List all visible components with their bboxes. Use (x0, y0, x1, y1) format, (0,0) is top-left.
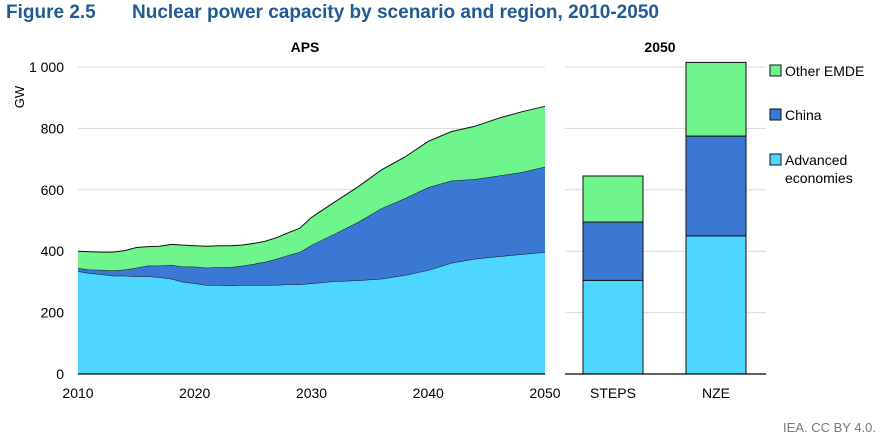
bar-nze-advanced-economies (685, 235, 747, 375)
panel-title-2050: 2050 (644, 39, 675, 55)
y-axis-label: GW (12, 85, 27, 108)
credit-note: IEA. CC BY 4.0. (783, 420, 876, 435)
bar-steps-china (582, 221, 644, 281)
bar-steps-advanced-economies (582, 279, 644, 375)
legend-label-advanced-economies-line2: economies (785, 170, 853, 186)
ytick-label-400: 400 (41, 243, 65, 259)
xtick-label-steps: STEPS (590, 385, 636, 401)
xtick-label-2050: 2050 (529, 385, 560, 401)
xtick-label-nze: NZE (702, 385, 730, 401)
area-edge-other-emde (77, 105, 546, 253)
area-other-emde (78, 106, 545, 271)
legend-swatch-advanced-economies (769, 153, 782, 166)
ytick-label-0: 0 (56, 366, 64, 382)
xtick-label-2010: 2010 (62, 385, 93, 401)
figure-title: Figure 2.5 Nuclear power capacity by scen… (6, 2, 659, 24)
xtick-label-2030: 2030 (296, 385, 327, 401)
figure-number: Figure 2.5 (6, 2, 96, 23)
ytick-label-600: 600 (41, 182, 65, 198)
ytick-label-200: 200 (41, 305, 65, 321)
legend-swatch-other-emde (769, 64, 782, 77)
legend-label-china: China (785, 107, 822, 123)
area-china (78, 166, 545, 286)
aps-area-plot (77, 105, 546, 374)
legend-label-other-emde: Other EMDE (785, 63, 864, 79)
xtick-label-2020: 2020 (179, 385, 210, 401)
axes: STEPS NZE 0 200 400 600 800 1 000 2010 2020 2030 20… (12, 39, 766, 401)
bar-nze-other-emde (685, 61, 747, 137)
bar-plot-2050 (582, 61, 747, 375)
legend: Other EMDE China Advanced economies (769, 63, 864, 186)
figure-title-text: Nuclear power capacity by scenario and r… (132, 2, 659, 23)
legend-label-advanced-economies: Advanced (785, 152, 847, 168)
bar-steps-other-emde (582, 175, 644, 223)
ytick-label-1000: 1 000 (29, 59, 64, 75)
ytick-label-800: 800 (41, 120, 65, 136)
area-advanced-economies (78, 252, 545, 374)
legend-swatch-china (769, 108, 782, 121)
panel-title-aps: APS (291, 39, 320, 55)
bar-nze-china (685, 135, 747, 237)
xtick-label-2040: 2040 (413, 385, 444, 401)
